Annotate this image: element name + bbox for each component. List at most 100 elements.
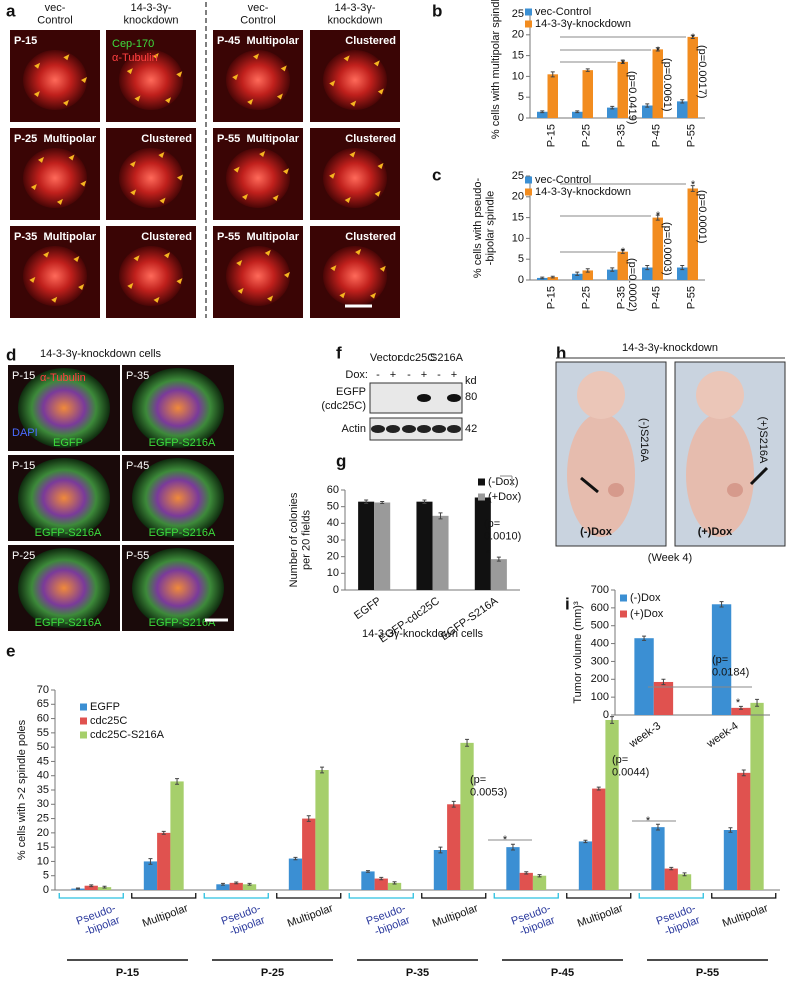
x-tick-label: Multipolar [576, 902, 625, 930]
arrowhead [370, 292, 377, 299]
error-bar [465, 738, 470, 747]
y-tick-label: 50 [327, 501, 339, 513]
y-tick-label: 500 [591, 620, 609, 632]
error-bar [234, 881, 239, 885]
arrowhead [80, 180, 87, 187]
category-bracket [131, 893, 197, 899]
cell [23, 148, 87, 208]
band [371, 425, 385, 433]
y-tick-label: 25 [512, 8, 524, 20]
error-bar [680, 264, 685, 271]
x-tick-label: P-35 [615, 286, 627, 309]
annotation: (p= 0.0044) [612, 754, 649, 779]
bar [157, 832, 171, 890]
x-tick-label: P-15 [545, 124, 557, 147]
y-tick-label: 0 [518, 274, 524, 286]
cell [132, 458, 224, 538]
kd-value: 80 [465, 391, 477, 403]
error-bar [575, 271, 580, 276]
kd-value: 42 [465, 423, 477, 435]
y-tick-label: 70 [37, 684, 49, 696]
arrowhead [355, 249, 362, 256]
lane-label: cdc25C [398, 352, 435, 364]
cell-label: P-45 [217, 35, 240, 47]
y-tick-label: 0 [518, 112, 524, 124]
bar [750, 702, 764, 890]
arrowhead [232, 74, 239, 81]
arrowhead [133, 255, 140, 262]
band [432, 425, 446, 433]
dox-sign: + [390, 369, 396, 381]
cell-label: P-45 [126, 460, 149, 472]
error-bar [550, 71, 555, 78]
error-bar [379, 876, 384, 881]
legend-label: vec-Control [535, 174, 591, 186]
bar [143, 861, 158, 890]
cell [18, 548, 110, 628]
arrowhead [129, 161, 136, 168]
x-tick-label: P-55 [685, 286, 697, 309]
y-tick-label: 20 [512, 29, 524, 41]
bar [605, 720, 619, 890]
panel-label: c [432, 165, 441, 184]
tumor [727, 483, 743, 497]
error-bar [755, 698, 760, 707]
bar [582, 70, 593, 118]
bar [731, 707, 751, 715]
legend-swatch [478, 478, 485, 486]
error-bar [320, 766, 325, 774]
y-tick-label: 35 [37, 784, 49, 796]
error-bar [438, 846, 443, 854]
bar [432, 515, 449, 590]
arrowhead [350, 100, 357, 107]
legend-swatch [525, 8, 532, 16]
y-tick-label: 15 [512, 212, 524, 224]
bar [519, 872, 533, 890]
x-tick-label: Multipolar [141, 902, 190, 930]
caption: (Week 4) [648, 552, 692, 564]
error-bar [690, 185, 695, 192]
photo-dox: (+)Dox [698, 526, 733, 538]
y-tick-label: 600 [591, 602, 609, 614]
arrowhead [153, 296, 160, 303]
x-tick-label: P-25 [580, 286, 592, 309]
cell-label: P-35 [14, 231, 37, 243]
arrowhead [43, 251, 50, 258]
x-tick-label: Pseudo--bipolar [220, 902, 267, 939]
x-tick-label: Multipolar [286, 902, 335, 930]
cell-label: P-35 [126, 370, 149, 382]
bar [358, 501, 375, 590]
significance-mark: * [736, 697, 741, 709]
x-tick-label: P-45 [650, 286, 662, 309]
x-tick-label: Pseudo--bipolar [510, 902, 557, 939]
arrowhead [330, 265, 337, 272]
legend-label: (-)Dox [630, 592, 661, 604]
error-bar [175, 778, 180, 785]
panel-label: d [6, 345, 16, 364]
cell [23, 246, 87, 306]
y-tick-label: 50 [37, 741, 49, 753]
bar [642, 267, 653, 280]
bar [433, 850, 448, 890]
bar [572, 273, 583, 280]
legend-label: cdc25C [90, 715, 127, 727]
y-tick-label: 40 [37, 770, 49, 782]
error-bar [610, 105, 615, 110]
arrowhead [253, 53, 260, 60]
arrow [580, 476, 599, 494]
significance-mark: * [691, 32, 696, 44]
legend-swatch [525, 20, 532, 28]
dox-sign: - [376, 369, 380, 381]
mouse-body [686, 413, 754, 537]
arrowhead [379, 265, 386, 272]
row-label: Actin [342, 423, 366, 435]
error-bar [682, 872, 687, 877]
arrowhead [176, 174, 183, 181]
error-bar [380, 501, 385, 504]
error-bar [620, 59, 625, 65]
arrowhead [62, 99, 69, 106]
significance-mark: * [656, 210, 661, 222]
error-bar [728, 827, 733, 833]
error-bar [738, 705, 743, 710]
x-tick-label: P-15 [545, 286, 557, 309]
